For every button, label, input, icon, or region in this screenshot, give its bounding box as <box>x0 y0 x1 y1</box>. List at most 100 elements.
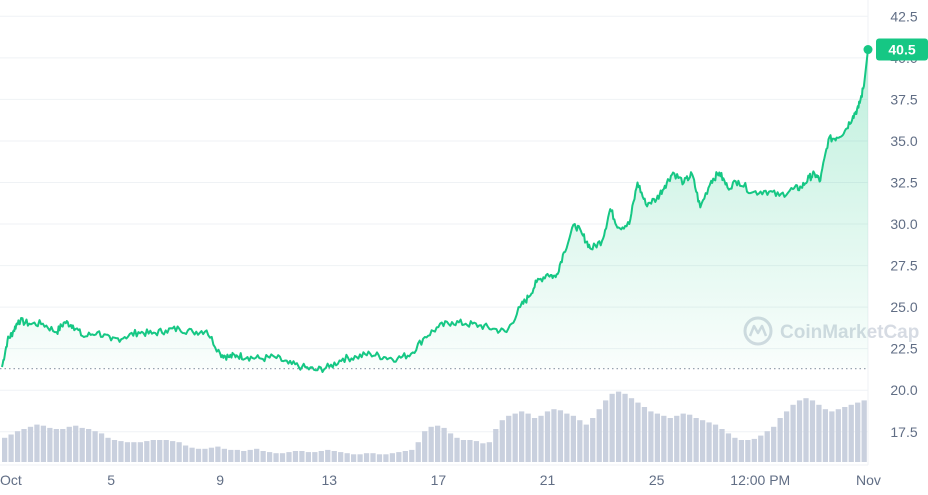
volume-bar <box>111 440 118 462</box>
volume-bar <box>118 441 124 462</box>
x-tick-label: 17 <box>431 472 447 488</box>
volume-bar <box>706 422 712 462</box>
volume-bar <box>396 452 402 462</box>
volume-bar <box>435 425 441 462</box>
current-price-badge: 40.5 <box>876 38 928 61</box>
volume-bar <box>86 429 92 462</box>
volume-bar <box>615 391 622 462</box>
x-tick-label: 9 <box>216 472 224 488</box>
volume-bar <box>14 431 21 462</box>
volume-bar <box>8 434 14 462</box>
volume-bar <box>182 445 189 462</box>
volume-bar <box>512 413 518 462</box>
y-tick-label: 37.5 <box>890 91 917 107</box>
volume-bar <box>241 451 247 462</box>
y-tick-label: 20.0 <box>890 382 917 398</box>
volume-bar <box>758 435 764 462</box>
volume-bar <box>848 404 854 462</box>
volume-bar <box>370 453 376 462</box>
volume-bar <box>699 420 706 462</box>
x-tick-label: 12:00 PM <box>730 472 790 488</box>
x-tick-label: 21 <box>540 472 556 488</box>
volume-bar <box>79 427 85 462</box>
volume-bar <box>486 442 492 462</box>
volume-bar <box>590 418 596 462</box>
volume-bar <box>208 447 215 462</box>
volume-bar <box>144 441 150 462</box>
volume-bar <box>829 411 835 462</box>
volume-bar <box>687 414 693 462</box>
volume-bar <box>157 440 163 462</box>
y-tick-label: 22.5 <box>890 341 917 357</box>
volume-bar <box>389 453 396 462</box>
volume-bar <box>783 411 790 462</box>
volume-bar <box>150 440 156 462</box>
volume-bar <box>635 402 641 462</box>
volume-bar <box>564 413 570 462</box>
volume-bar <box>441 427 447 462</box>
volume-bar <box>680 413 686 462</box>
y-tick-label: 30.0 <box>890 216 917 232</box>
volume-bar <box>719 429 725 462</box>
y-tick-label: 42.5 <box>890 8 917 24</box>
x-tick-label: Oct <box>0 472 22 488</box>
volume-bar <box>131 442 137 462</box>
volume-bar <box>473 441 480 462</box>
volume-bar <box>53 429 59 462</box>
y-axis-labels: 42.540.037.535.032.530.027.525.022.520.0… <box>890 8 917 439</box>
volume-bar <box>357 454 363 462</box>
volume-bar <box>480 443 486 462</box>
volume-bar <box>506 415 512 462</box>
volume-bar <box>73 425 79 462</box>
volume-bar <box>816 404 822 462</box>
volume-bar <box>331 451 337 462</box>
volume-bar <box>835 409 841 462</box>
volume-bar <box>771 426 777 462</box>
current-price-badge-bg <box>876 38 928 61</box>
volume-bar <box>861 400 867 462</box>
volume-bar <box>27 426 34 462</box>
volume-bar <box>557 410 564 462</box>
volume-bar <box>124 442 131 462</box>
volume-bar <box>583 424 589 462</box>
volume-bar <box>137 442 143 462</box>
volume-bar <box>383 454 389 462</box>
volume-bar <box>163 440 169 462</box>
volume-bar <box>312 452 318 462</box>
volume-bar <box>422 431 428 462</box>
volume-bar <box>790 404 796 462</box>
volume-bar <box>551 409 557 462</box>
volume-bar <box>654 413 660 462</box>
volume-bar <box>40 425 47 462</box>
y-tick-label: 35.0 <box>890 133 917 149</box>
volume-bar <box>674 415 680 462</box>
volume-bar <box>603 400 609 462</box>
volume-bar <box>628 398 635 462</box>
volume-bar <box>105 437 111 462</box>
volume-bar <box>176 442 182 462</box>
volume-bar <box>247 449 253 462</box>
y-tick-label: 32.5 <box>890 174 917 190</box>
volume-bar <box>34 424 40 462</box>
volume-bar <box>519 411 525 462</box>
volume-bar <box>842 407 848 462</box>
volume-bar <box>712 424 719 462</box>
volume-bar <box>577 420 583 462</box>
x-tick-label: Nov <box>856 472 881 488</box>
volume-bar <box>202 448 208 462</box>
volume-bar <box>189 447 195 462</box>
volume-bar <box>21 429 27 462</box>
volume-bar <box>195 448 202 462</box>
volume-bar <box>279 453 286 462</box>
volume-bar <box>338 452 344 462</box>
volume-bar <box>228 449 234 462</box>
volume-bar <box>415 442 421 462</box>
volume-bar <box>777 418 783 462</box>
volume-bar <box>622 393 628 462</box>
y-tick-label: 27.5 <box>890 258 917 274</box>
volume-bar <box>273 453 279 462</box>
volume-bar <box>98 433 105 462</box>
volume-bar <box>648 411 654 462</box>
volume-bar <box>467 440 473 462</box>
